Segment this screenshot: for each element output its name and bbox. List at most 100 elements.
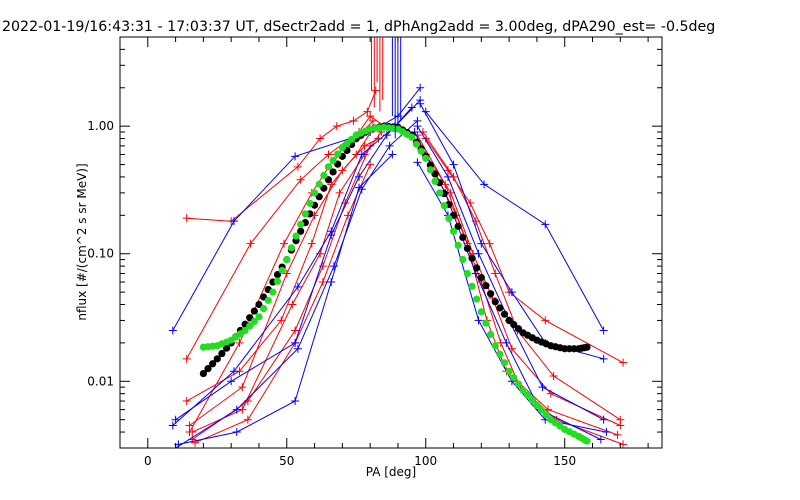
data-point	[371, 86, 380, 95]
data-point	[537, 406, 546, 414]
data-point	[229, 367, 238, 376]
series-red-8	[421, 134, 628, 367]
data-point	[229, 217, 238, 226]
data-point	[541, 220, 550, 229]
data-point	[269, 288, 277, 296]
data-point	[375, 124, 384, 132]
series-line	[416, 134, 618, 436]
series-line	[194, 164, 371, 444]
data-point	[510, 373, 518, 382]
x-tick-label: 50	[279, 454, 294, 468]
data-point	[329, 156, 337, 164]
data-point	[306, 199, 314, 207]
series-line	[172, 99, 421, 426]
data-point	[473, 295, 481, 303]
data-point	[426, 166, 434, 174]
data-point	[287, 244, 296, 252]
series-line	[192, 145, 371, 440]
data-point	[297, 227, 305, 235]
series-line	[175, 120, 418, 448]
plot-frame	[119, 36, 663, 449]
data-point	[293, 344, 302, 353]
data-point	[355, 172, 364, 181]
data-point	[250, 317, 258, 326]
x-axis-label: PA [deg]	[366, 465, 416, 479]
data-point	[250, 307, 258, 315]
series-blue-18	[421, 107, 608, 335]
data-point	[473, 264, 481, 272]
data-point	[431, 170, 439, 178]
data-point	[227, 377, 236, 386]
y-tick-label: 1.00	[87, 119, 114, 133]
data-point	[477, 273, 485, 282]
data-point	[463, 244, 472, 253]
data-point	[291, 338, 300, 347]
data-point	[468, 282, 476, 290]
data-point	[449, 227, 458, 235]
data-point	[417, 147, 425, 155]
series-line	[186, 115, 385, 360]
y-tick-label: 0.01	[87, 374, 114, 388]
data-point	[440, 202, 448, 210]
data-point	[388, 150, 397, 159]
data-point	[273, 270, 282, 279]
data-point	[454, 241, 462, 249]
data-point	[486, 290, 495, 298]
x-tick-label: 100	[414, 454, 437, 468]
data-point	[324, 163, 333, 171]
data-point	[463, 269, 472, 278]
data-point	[168, 326, 177, 335]
x-tick-label: 150	[553, 454, 576, 468]
data-point	[255, 313, 263, 321]
data-point	[474, 249, 483, 258]
data-point	[297, 220, 305, 228]
data-point	[324, 176, 333, 184]
data-point	[599, 326, 608, 335]
data-point	[602, 428, 611, 437]
data-point	[619, 358, 628, 367]
data-point	[327, 231, 336, 240]
data-point	[431, 177, 439, 185]
data-point	[407, 103, 416, 112]
data-point	[496, 350, 504, 358]
data-point	[385, 141, 394, 150]
data-point	[366, 112, 375, 121]
data-point	[556, 422, 564, 430]
data-point	[310, 189, 319, 197]
data-point	[596, 435, 605, 444]
data-point	[182, 354, 191, 363]
data-point	[549, 372, 558, 381]
data-point	[255, 300, 263, 309]
data-point	[482, 319, 490, 327]
data-point	[538, 383, 547, 392]
data-point	[412, 140, 421, 148]
data-point	[613, 430, 622, 439]
data-point	[318, 262, 327, 271]
data-point	[403, 130, 411, 139]
data-point	[580, 344, 588, 352]
data-point	[316, 134, 325, 143]
series-green-24	[199, 123, 591, 445]
series-line	[425, 138, 624, 364]
data-point	[382, 131, 391, 140]
series-line	[175, 107, 413, 421]
series-blue-13	[168, 83, 425, 335]
data-point	[480, 180, 489, 189]
plot-area: 0 50 100 150 0.01 0.10 1.00	[87, 36, 663, 468]
data-point	[324, 150, 333, 159]
data-point	[502, 338, 511, 347]
data-point	[482, 282, 490, 290]
data-point	[282, 269, 291, 278]
data-point	[334, 150, 342, 158]
data-point	[413, 158, 422, 167]
data-point	[416, 83, 425, 92]
data-point	[496, 304, 504, 312]
data-point	[477, 308, 485, 316]
data-point	[296, 175, 305, 184]
data-point	[301, 210, 309, 218]
data-point	[168, 421, 177, 430]
data-point	[368, 116, 377, 125]
data-point	[491, 342, 499, 350]
data-point	[232, 405, 241, 414]
data-point	[246, 239, 255, 248]
